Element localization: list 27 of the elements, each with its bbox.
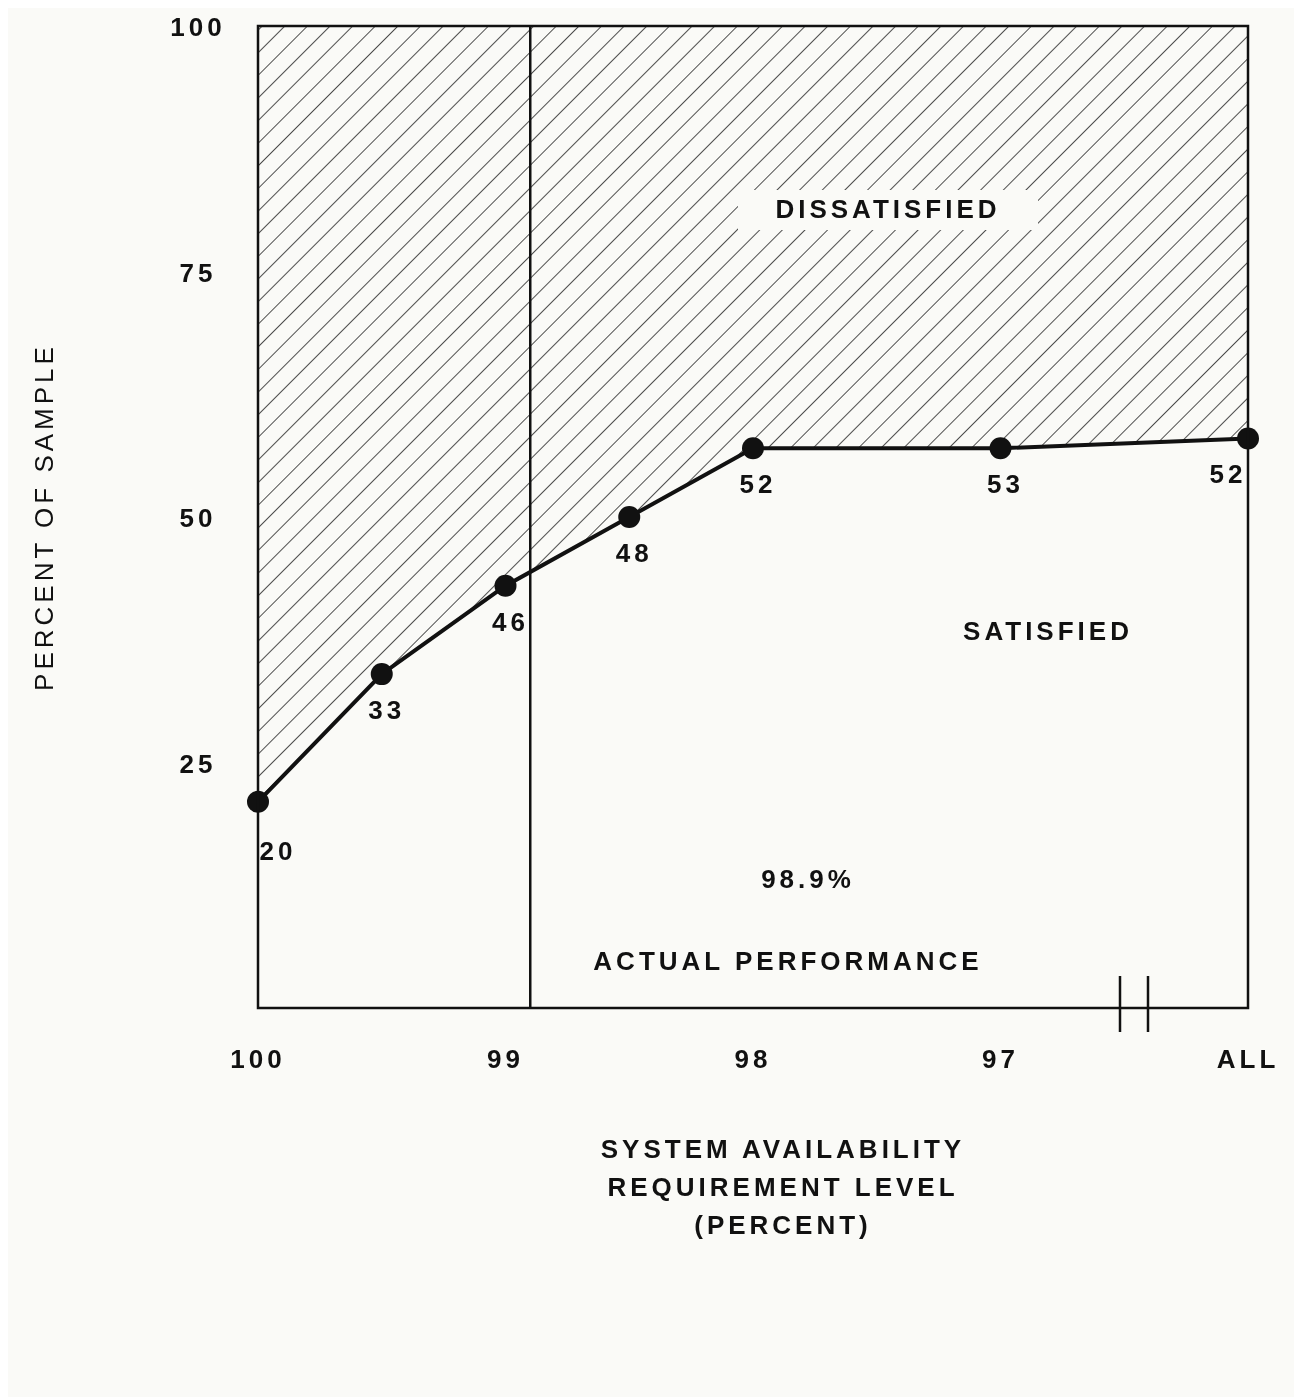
- y-tick-label: 75: [179, 257, 217, 288]
- y-tick-label: 50: [179, 503, 217, 533]
- point: [494, 574, 517, 597]
- annotation: 20: [259, 835, 297, 866]
- annotation: 48: [615, 538, 653, 568]
- x-tick-label: 100: [230, 1044, 286, 1074]
- x-tick-label: 98: [734, 1044, 772, 1074]
- point: [370, 663, 393, 686]
- annotation: SATISFIED: [963, 616, 1133, 646]
- x-tick-label: 97: [982, 1044, 1019, 1074]
- annotation: 33: [368, 695, 406, 726]
- annotation: 46: [492, 606, 529, 637]
- annotation: 53: [987, 469, 1024, 500]
- point: [742, 437, 764, 460]
- ref-line-label: 98.9%: [761, 864, 855, 894]
- x-tick-label: ALL: [1216, 1044, 1280, 1074]
- annotation: 52: [739, 469, 777, 500]
- annotation: DISSATISFIED: [775, 194, 1001, 224]
- point: [618, 506, 641, 528]
- annotation: ACTUAL PERFORMANCE: [593, 946, 983, 976]
- y-tick-label: 100: [170, 12, 226, 42]
- y-axis-title: PERCENT OF SAMPLE: [29, 343, 59, 691]
- x-axis-title: SYSTEM AVAILABILITY REQUIREMENT LEVEL (PERCENT): [600, 1134, 966, 1240]
- point: [989, 437, 1012, 460]
- y-tick-label: 25: [179, 748, 217, 779]
- annotation: 52: [1209, 459, 1247, 490]
- x-tick-label: 99: [487, 1044, 524, 1074]
